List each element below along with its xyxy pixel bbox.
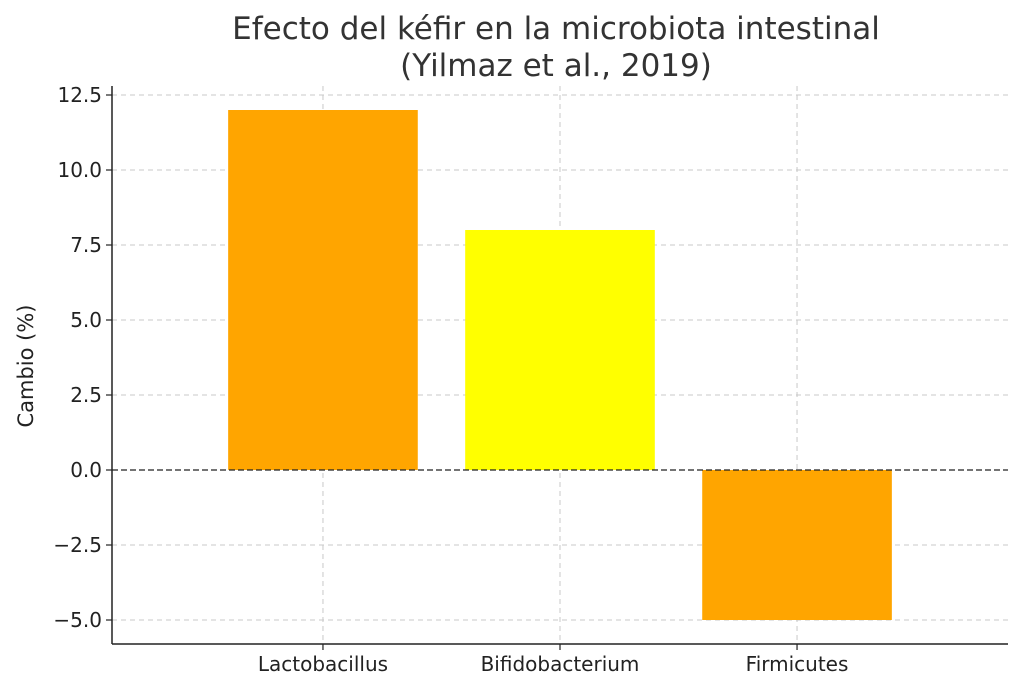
y-axis-ticks: −5.0 −2.5 0.0 2.5 5.0 7.5 10.0 12.5: [53, 83, 112, 632]
y-tick-label: 0.0: [70, 458, 102, 482]
bar-bifidobacterium: [465, 230, 655, 470]
y-tick-label: 10.0: [57, 158, 102, 182]
x-axis-ticks: Lactobacillus Bifidobacterium Firmicutes: [258, 644, 849, 676]
chart-title-line-2: (Yilmaz et al., 2019): [400, 48, 712, 84]
y-axis-label: Cambio (%): [14, 304, 38, 427]
y-tick-label: −5.0: [53, 608, 102, 632]
y-tick-label: 7.5: [70, 233, 102, 257]
x-tick-label: Bifidobacterium: [481, 652, 640, 676]
bar-firmicutes: [702, 470, 892, 620]
x-tick-label: Lactobacillus: [258, 652, 388, 676]
y-tick-label: 5.0: [70, 308, 102, 332]
chart-title-line-1: Efecto del kéfir en la microbiota intest…: [232, 11, 880, 47]
chart-title: Efecto del kéfir en la microbiota intest…: [232, 11, 880, 84]
y-tick-label: 2.5: [70, 383, 102, 407]
y-tick-label: −2.5: [53, 533, 102, 557]
bar-lactobacillus: [228, 110, 418, 470]
x-tick-label: Firmicutes: [746, 652, 849, 676]
y-tick-label: 12.5: [57, 83, 102, 107]
bars: [228, 110, 892, 620]
